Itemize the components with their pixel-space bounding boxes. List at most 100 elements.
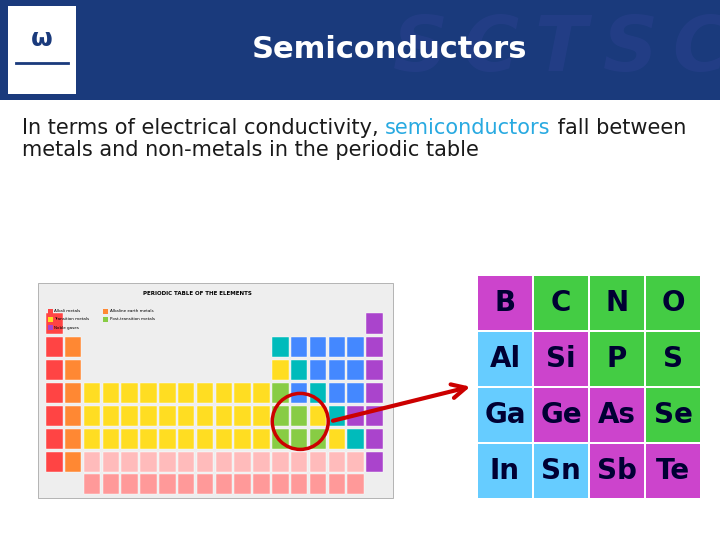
Bar <box>178 406 194 426</box>
Bar <box>215 452 232 472</box>
Bar <box>291 452 307 472</box>
Text: N: N <box>606 289 629 317</box>
Bar <box>291 336 307 357</box>
Text: Sb: Sb <box>597 457 637 485</box>
Bar <box>102 453 119 472</box>
Bar <box>291 360 307 380</box>
Bar <box>291 383 307 403</box>
Bar <box>328 336 345 357</box>
Bar <box>122 406 138 426</box>
FancyBboxPatch shape <box>534 332 588 386</box>
Bar <box>310 360 326 380</box>
Bar <box>46 360 63 380</box>
Text: O: O <box>661 289 685 317</box>
Bar <box>140 452 157 472</box>
Bar <box>234 475 251 494</box>
Bar <box>234 429 251 449</box>
Bar <box>253 406 270 426</box>
Bar <box>347 452 364 472</box>
Bar <box>328 453 345 472</box>
Text: S: S <box>663 345 683 373</box>
Text: Alkaline earth metals: Alkaline earth metals <box>109 309 153 314</box>
Bar <box>328 383 345 403</box>
Bar <box>102 383 119 403</box>
Bar <box>215 453 232 472</box>
Text: semiconductors: semiconductors <box>385 118 551 138</box>
Bar <box>253 452 270 472</box>
Text: Te: Te <box>656 457 690 485</box>
Bar <box>347 336 364 357</box>
Bar <box>178 453 194 472</box>
Bar <box>46 383 63 403</box>
Bar <box>38 283 393 498</box>
Bar <box>291 406 307 426</box>
Bar <box>48 317 53 322</box>
FancyBboxPatch shape <box>478 444 532 498</box>
Bar <box>197 453 213 472</box>
Bar <box>84 383 100 403</box>
Bar <box>46 452 63 472</box>
Bar <box>159 429 176 449</box>
Bar <box>84 475 100 494</box>
Text: Ge: Ge <box>540 401 582 429</box>
Text: Noble gases: Noble gases <box>55 326 79 329</box>
Bar <box>46 336 63 357</box>
Bar <box>366 429 383 449</box>
Bar <box>48 309 53 314</box>
Bar <box>347 360 364 380</box>
Bar <box>253 429 270 449</box>
Text: In terms of electrical conductivity,: In terms of electrical conductivity, <box>22 118 385 138</box>
Bar <box>140 453 157 472</box>
Bar <box>347 429 364 449</box>
Bar <box>328 452 345 472</box>
Bar <box>197 429 213 449</box>
FancyBboxPatch shape <box>590 388 644 442</box>
Bar <box>272 383 289 403</box>
Bar <box>122 429 138 449</box>
Text: Se: Se <box>654 401 693 429</box>
Bar <box>159 453 176 472</box>
Bar <box>140 406 157 426</box>
Bar <box>0 0 720 100</box>
Bar <box>8 6 76 94</box>
Bar <box>291 475 307 494</box>
Bar <box>310 429 326 449</box>
Bar <box>197 383 213 403</box>
Bar <box>253 383 270 403</box>
FancyBboxPatch shape <box>646 444 700 498</box>
Bar <box>140 475 157 494</box>
Text: Semiconductors: Semiconductors <box>252 36 528 64</box>
Bar <box>272 406 289 426</box>
FancyBboxPatch shape <box>478 332 532 386</box>
Bar <box>102 452 119 472</box>
Bar <box>159 475 176 494</box>
FancyBboxPatch shape <box>478 388 532 442</box>
Bar <box>46 429 63 449</box>
Bar <box>140 429 157 449</box>
Bar <box>272 360 289 380</box>
Bar <box>272 475 289 494</box>
Bar <box>234 453 251 472</box>
Bar <box>310 452 326 472</box>
Bar <box>328 360 345 380</box>
Bar <box>197 452 213 472</box>
Bar <box>234 406 251 426</box>
Text: metals and non-metals in the periodic table: metals and non-metals in the periodic ta… <box>22 140 479 160</box>
Bar <box>84 453 100 472</box>
Bar <box>65 383 81 403</box>
Bar <box>215 475 232 494</box>
FancyBboxPatch shape <box>534 388 588 442</box>
Bar <box>122 452 138 472</box>
Text: Ga: Ga <box>485 401 526 429</box>
Text: C: C <box>672 13 720 87</box>
Bar <box>366 336 383 357</box>
Text: In: In <box>490 457 520 485</box>
Bar <box>65 360 81 380</box>
Bar <box>46 406 63 426</box>
FancyBboxPatch shape <box>534 276 588 330</box>
Text: PERIODIC TABLE OF THE ELEMENTS: PERIODIC TABLE OF THE ELEMENTS <box>143 291 252 296</box>
Text: S: S <box>392 13 448 87</box>
Bar <box>366 452 383 472</box>
Bar <box>234 383 251 403</box>
Bar <box>140 383 157 403</box>
